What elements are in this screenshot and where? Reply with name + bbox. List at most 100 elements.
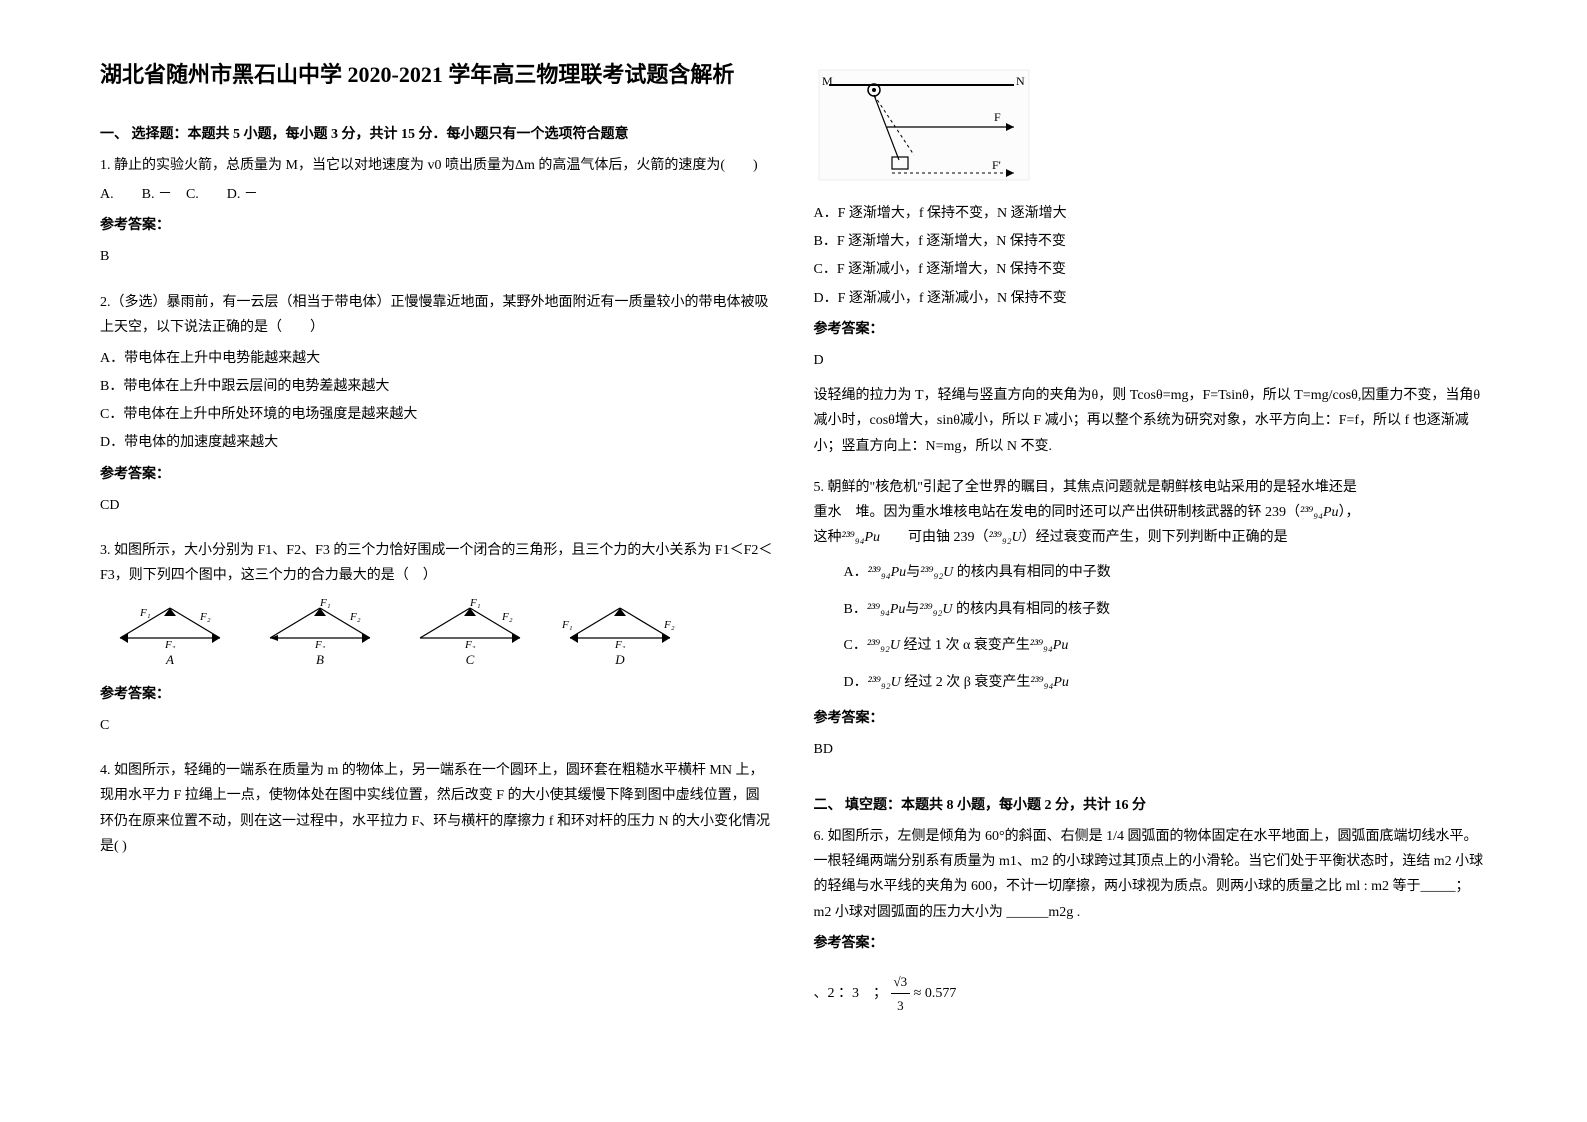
- q5-optB-post: 的核内具有相同的核子数: [953, 602, 1111, 617]
- q2-options: A．带电体在上升中电势能越来越大 B．带电体在上升中跟云层间的电势差越来越大 C…: [100, 346, 774, 456]
- q6-answer: 、2 ：3 ； √3 3 ≈ 0.577: [814, 970, 1488, 1018]
- q5-optB-m2: ²³⁹₉₂U: [919, 602, 952, 617]
- q5-pu239a: ²³⁹₉₄Pu: [1300, 505, 1339, 520]
- q1-text: 1. 静止的实验火箭，总质量为 M，当它以对地速度为 v0 喷出质量为Δm 的高…: [100, 153, 774, 178]
- q5-optA-pre: A．: [844, 565, 868, 580]
- q5-optD: D．²³⁹₉₂U 经过 2 次 β 衰变产生²³⁹₉₄Pu: [844, 666, 1488, 700]
- left-column: 湖北省随州市黑石山中学 2020-2021 学年高三物理联考试题含解析 一、 选…: [100, 60, 774, 1062]
- svg-text:M: M: [822, 74, 833, 88]
- q5-optA-m1: ²³⁹₉₄Pu: [868, 565, 907, 580]
- q5-optC-m2: ²³⁹₉₄Pu: [1030, 638, 1069, 653]
- q1-options: A. B. － C. D. －: [100, 182, 774, 207]
- q3-text: 3. 如图所示，大小分别为 F1、F2、F3 的三个力恰好围成一个闭合的三角形，…: [100, 538, 774, 588]
- q2-answer: CD: [100, 493, 774, 518]
- q5-pu239b: ²³⁹₉₄Pu: [842, 530, 881, 545]
- q5-text4: 这种: [814, 530, 842, 545]
- q3-label-D: D: [615, 648, 624, 671]
- svg-text:F₂: F₂: [663, 619, 675, 631]
- q5-text-1: 5. 朝鲜的"核危机"引起了全世界的瞩目，其焦点问题就是朝鲜核电站采用的是轻水堆…: [814, 475, 1488, 500]
- question-4-text: 4. 如图所示，轻绳的一端系在质量为 m 的物体上，另一端系在一个圆环上，圆环套…: [100, 758, 774, 859]
- triangle-A: F₁ F₂ F₃ A: [110, 598, 230, 671]
- q4-answer-label: 参考答案：: [814, 317, 1488, 342]
- document-title: 湖北省随州市黑石山中学 2020-2021 学年高三物理联考试题含解析: [100, 60, 774, 91]
- svg-text:F₂: F₂: [199, 611, 211, 623]
- question-5: 5. 朝鲜的"核危机"引起了全世界的瞩目，其焦点问题就是朝鲜核电站采用的是轻水堆…: [814, 475, 1488, 772]
- question-1: 1. 静止的实验火箭，总质量为 M，当它以对地速度为 v0 喷出质量为Δm 的高…: [100, 153, 774, 280]
- q5-optD-mid: 经过 2 次 β 衰变产生: [901, 675, 1031, 690]
- q5-answer-label: 参考答案：: [814, 706, 1488, 731]
- q5-text-line3: 这种²³⁹₉₄Pu 可由铀 239（²³⁹₉₂U）经过衰变而产生，则下列判断中正…: [814, 525, 1488, 550]
- q5-text-line2: 重水 堆。因为重水堆核电站在发电的同时还可以产出供研制核武器的钚 239（²³⁹…: [814, 500, 1488, 525]
- q2-optD: D．带电体的加速度越来越大: [100, 430, 774, 455]
- q5-optD-m1: ²³⁹₉₂U: [868, 675, 901, 690]
- q5-u239a: ²³⁹₉₂U: [989, 530, 1022, 545]
- q5-optC-pre: C．: [844, 638, 867, 653]
- svg-text:F₂: F₂: [349, 611, 361, 623]
- q5-optA-mid: 与: [906, 565, 920, 580]
- svg-text:F₁: F₁: [319, 598, 331, 609]
- q3-figure: F₁ F₂ F₃ A F₁ F₂ F₃ B: [100, 598, 774, 671]
- q5-optD-pre: D．: [844, 675, 868, 690]
- triangle-D: F₁ F₂ F₃ D: [560, 598, 680, 671]
- q4-explanation: 设轻绳的拉力为 T，轻绳与竖直方向的夹角为θ，则 Tcosθ=mg，F=Tsin…: [814, 383, 1488, 459]
- svg-text:F₁: F₁: [139, 607, 151, 619]
- question-2: 2.（多选）暴雨前，有一云层（相当于带电体）正慢慢靠近地面，某野外地面附近有一质…: [100, 290, 774, 529]
- q6-answer-label: 参考答案：: [814, 931, 1488, 956]
- q1-answer: B: [100, 244, 774, 269]
- q5-optB-m1: ²³⁹₉₄Pu: [867, 602, 906, 617]
- q5-text2: 重水 堆。因为重水堆核电站在发电的同时还可以产出供研制核武器的钚 239（: [814, 505, 1301, 520]
- q1-answer-label: 参考答案：: [100, 213, 774, 238]
- q3-answer-label: 参考答案：: [100, 682, 774, 707]
- q4-figure: M N F F': [814, 65, 1034, 185]
- q4-optC: C．F 逐渐减小，f 逐渐增大，N 保持不变: [814, 257, 1488, 282]
- q2-text: 2.（多选）暴雨前，有一云层（相当于带电体）正慢慢靠近地面，某野外地面附近有一质…: [100, 290, 774, 340]
- q5-text5: 可由铀 239（: [880, 530, 989, 545]
- q5-optB-pre: B．: [844, 602, 867, 617]
- q6-fraction: √3 3: [891, 970, 911, 1018]
- q5-optC: C．²³⁹₉₂U 经过 1 次 α 衰变产生²³⁹₉₄Pu: [844, 629, 1488, 663]
- q5-optB: B．²³⁹₉₄Pu与²³⁹₉₂U 的核内具有相同的核子数: [844, 593, 1488, 627]
- right-column: M N F F' A．F 逐渐增大，f 保持不变，N 逐渐增大 B．F 逐渐增大…: [814, 60, 1488, 1062]
- section-1-header: 一、 选择题：本题共 5 小题，每小题 3 分，共计 15 分．每小题只有一个选…: [100, 123, 774, 143]
- q6-answer-post: ≈ 0.577: [914, 986, 957, 1001]
- section-2-header: 二、 填空题：本题共 8 小题，每小题 2 分，共计 16 分: [814, 794, 1488, 814]
- q4-optD: D．F 逐渐减小，f 逐渐减小，N 保持不变: [814, 286, 1488, 311]
- q5-text6: ）经过衰变而产生，则下列判断中正确的是: [1022, 530, 1288, 545]
- q5-text3: ），: [1339, 505, 1360, 520]
- q5-optB-mid: 与: [905, 602, 919, 617]
- q6-answer-pre: 、2 ：3 ；: [814, 986, 888, 1001]
- svg-text:F₃: F₃: [314, 639, 326, 648]
- q3-answer: C: [100, 713, 774, 738]
- svg-text:F₂: F₂: [501, 611, 513, 623]
- q6-frac-bot: 3: [894, 994, 907, 1017]
- triangle-B: F₁ F₂ F₃ B: [260, 598, 380, 671]
- q5-optA-m2: ²³⁹₉₂U: [920, 565, 953, 580]
- svg-text:F₃: F₃: [464, 639, 476, 648]
- q2-optC: C．带电体在上升中所处环境的电场强度是越来越大: [100, 402, 774, 427]
- q4-optB: B．F 逐渐增大，f 逐渐增大，N 保持不变: [814, 229, 1488, 254]
- svg-text:F₁: F₁: [469, 598, 481, 609]
- q3-label-C: C: [466, 648, 475, 671]
- q5-optC-m1: ²³⁹₉₂U: [867, 638, 900, 653]
- q4-optA: A．F 逐渐增大，f 保持不变，N 逐渐增大: [814, 201, 1488, 226]
- q6-frac-top: √3: [891, 970, 911, 994]
- q5-optA: A．²³⁹₉₄Pu与²³⁹₉₂U 的核内具有相同的中子数: [844, 556, 1488, 590]
- triangle-C: F₁ F₂ F₃ C: [410, 598, 530, 671]
- q4-text: 4. 如图所示，轻绳的一端系在质量为 m 的物体上，另一端系在一个圆环上，圆环套…: [100, 758, 774, 859]
- q2-optB: B．带电体在上升中跟云层间的电势差越来越大: [100, 374, 774, 399]
- q2-answer-label: 参考答案：: [100, 462, 774, 487]
- q5-options: A．²³⁹₉₄Pu与²³⁹₉₂U 的核内具有相同的中子数 B．²³⁹₉₄Pu与²…: [844, 556, 1488, 699]
- q5-optD-m2: ²³⁹₉₄Pu: [1030, 675, 1069, 690]
- q5-optA-post: 的核内具有相同的中子数: [953, 565, 1111, 580]
- q2-optA: A．带电体在上升中电势能越来越大: [100, 346, 774, 371]
- svg-text:N: N: [1016, 74, 1025, 88]
- svg-text:F₃: F₃: [164, 639, 176, 648]
- svg-text:F: F: [994, 110, 1001, 124]
- q5-answer: BD: [814, 737, 1488, 762]
- svg-text:F₃: F₃: [614, 639, 626, 648]
- svg-text:F': F': [992, 158, 1001, 172]
- q6-text: 6. 如图所示，左侧是倾角为 60°的斜面、右侧是 1/4 圆弧面的物体固定在水…: [814, 824, 1488, 925]
- svg-text:F₁: F₁: [561, 619, 573, 631]
- question-4-rest: A．F 逐渐增大，f 保持不变，N 逐渐增大 B．F 逐渐增大，f 逐渐增大，N…: [814, 195, 1488, 465]
- question-3: 3. 如图所示，大小分别为 F1、F2、F3 的三个力恰好围成一个闭合的三角形，…: [100, 538, 774, 748]
